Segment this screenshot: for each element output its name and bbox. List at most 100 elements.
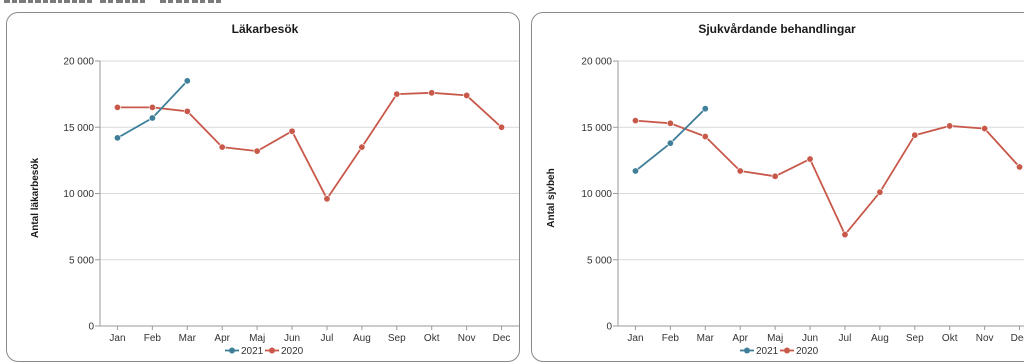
header-glyph-fragment bbox=[216, 0, 221, 3]
header-glyph-fragment bbox=[19, 0, 26, 3]
legend-marker-2021 bbox=[744, 348, 750, 354]
header-glyph-fragment bbox=[116, 0, 123, 3]
data-point-2020 bbox=[149, 104, 155, 110]
series bbox=[114, 78, 504, 202]
x-tick-label: Maj bbox=[249, 333, 265, 344]
series bbox=[632, 106, 1022, 238]
y-axis-label: Antal läkarbesök bbox=[30, 158, 41, 238]
x-tick-label: Okt bbox=[942, 333, 958, 344]
x-tick-label: Apr bbox=[732, 333, 748, 344]
x-tick-label: Sep bbox=[388, 333, 406, 344]
data-point-2020 bbox=[702, 133, 708, 139]
y-tick-label: 20 000 bbox=[581, 57, 612, 68]
data-point-2020 bbox=[667, 120, 673, 126]
data-point-2020 bbox=[807, 156, 813, 162]
y-tick-label: 10 000 bbox=[581, 189, 612, 200]
header-glyph-fragment bbox=[64, 0, 70, 3]
header-glyph-fragment bbox=[4, 0, 10, 3]
legend-marker-2021 bbox=[229, 348, 235, 354]
chart-panel-lakarbesok: Läkarbesök Antal läkarbesök 0 5 000 10 000… bbox=[6, 12, 520, 362]
axes bbox=[95, 61, 519, 330]
legend: 2021 2020 bbox=[225, 346, 304, 357]
chart-title: Sjukvårdande behandlingar bbox=[698, 22, 856, 36]
data-point-2020 bbox=[632, 117, 638, 123]
y-tick-label: 0 bbox=[606, 322, 612, 333]
data-point-2020 bbox=[289, 128, 295, 134]
header-glyph-fragment bbox=[168, 0, 173, 3]
data-point-2020 bbox=[498, 124, 504, 130]
series-line-2020 bbox=[636, 121, 1020, 235]
x-tick-label: Nov bbox=[976, 333, 994, 344]
header-glyph-fragment bbox=[160, 0, 166, 3]
x-tick-label: Aug bbox=[871, 333, 889, 344]
x-tick-labels: Jan Feb Mar Apr Maj Jun Jul Aug Sep Okt Nov Dec bbox=[627, 333, 1024, 344]
data-point-2020 bbox=[359, 144, 365, 150]
y-tick-label: 15 000 bbox=[63, 123, 94, 134]
header-glyph-fragment bbox=[140, 0, 145, 3]
header-glyph-fragment bbox=[58, 0, 62, 3]
header-glyph-fragment bbox=[79, 0, 85, 3]
x-tick-label: Jun bbox=[284, 333, 300, 344]
header-glyph-fragment bbox=[184, 0, 189, 3]
x-tick-label: Jul bbox=[839, 333, 852, 344]
header-glyph-fragment bbox=[35, 0, 41, 3]
data-point-2021 bbox=[184, 78, 190, 84]
data-point-2020 bbox=[1016, 164, 1022, 170]
legend-label-2020: 2020 bbox=[281, 346, 304, 357]
header-glyph-fragment bbox=[125, 0, 130, 3]
x-tick-label: Jun bbox=[802, 333, 818, 344]
y-tick-label: 5 000 bbox=[587, 255, 612, 266]
chart-panel-sjukvardande: Sjukvårdande behandlingar Antal sjvbeh 0… bbox=[531, 12, 1024, 362]
data-point-2020 bbox=[912, 132, 918, 138]
data-point-2020 bbox=[877, 189, 883, 195]
legend-label-2020: 2020 bbox=[796, 346, 819, 357]
data-point-2020 bbox=[324, 196, 330, 202]
y-tick-label: 15 000 bbox=[581, 123, 612, 134]
x-tick-label: Feb bbox=[144, 333, 162, 344]
data-point-2020 bbox=[184, 108, 190, 114]
header-glyph-fragment bbox=[50, 0, 56, 3]
x-tick-label: Feb bbox=[662, 333, 680, 344]
data-point-2020 bbox=[463, 92, 469, 98]
data-point-2020 bbox=[947, 123, 953, 129]
header-glyph-fragment bbox=[108, 0, 113, 3]
legend-marker-2020 bbox=[784, 348, 790, 354]
x-tick-label: Mar bbox=[697, 333, 715, 344]
header-glyph-fragment bbox=[192, 0, 198, 3]
header-glyph-fragment bbox=[43, 0, 48, 3]
x-tick-label: Sep bbox=[906, 333, 924, 344]
header-glyph-fragment bbox=[200, 0, 205, 3]
chart-sjukvardande-behandlingar: Sjukvårdande behandlingar Antal sjvbeh 0… bbox=[532, 13, 1024, 362]
data-point-2021 bbox=[667, 140, 673, 146]
data-point-2020 bbox=[842, 231, 848, 237]
data-point-2021 bbox=[149, 115, 155, 121]
data-point-2021 bbox=[632, 168, 638, 174]
legend: 2021 2020 bbox=[740, 346, 819, 357]
data-point-2021 bbox=[702, 106, 708, 112]
y-tick-labels: 0 5 000 10 000 15 000 20 000 bbox=[581, 57, 612, 333]
axes bbox=[613, 61, 1024, 330]
legend-label-2021: 2021 bbox=[756, 346, 779, 357]
header-glyph-fragment bbox=[208, 0, 214, 3]
chart-lakarbesok: Läkarbesök Antal läkarbesök 0 5 000 10 000… bbox=[7, 13, 520, 362]
data-point-2020 bbox=[254, 148, 260, 154]
header-glyph-fragment bbox=[72, 0, 77, 3]
x-tick-label: Dec bbox=[1011, 333, 1024, 344]
header-glyph-fragment bbox=[28, 0, 33, 3]
data-point-2020 bbox=[429, 90, 435, 96]
data-point-2021 bbox=[114, 135, 120, 141]
data-point-2020 bbox=[772, 173, 778, 179]
x-tick-label: Mar bbox=[179, 333, 197, 344]
y-tick-labels: 0 5 000 10 000 15 000 20 000 bbox=[63, 57, 94, 333]
data-point-2020 bbox=[737, 168, 743, 174]
y-tick-label: 0 bbox=[88, 322, 94, 333]
header-glyph-fragment bbox=[132, 0, 138, 3]
y-tick-label: 10 000 bbox=[63, 189, 94, 200]
y-tick-label: 5 000 bbox=[69, 255, 94, 266]
x-tick-label: Okt bbox=[424, 333, 440, 344]
y-axis-label: Antal sjvbeh bbox=[546, 168, 557, 227]
data-point-2020 bbox=[394, 91, 400, 97]
x-tick-label: Nov bbox=[458, 333, 476, 344]
data-point-2020 bbox=[981, 125, 987, 131]
